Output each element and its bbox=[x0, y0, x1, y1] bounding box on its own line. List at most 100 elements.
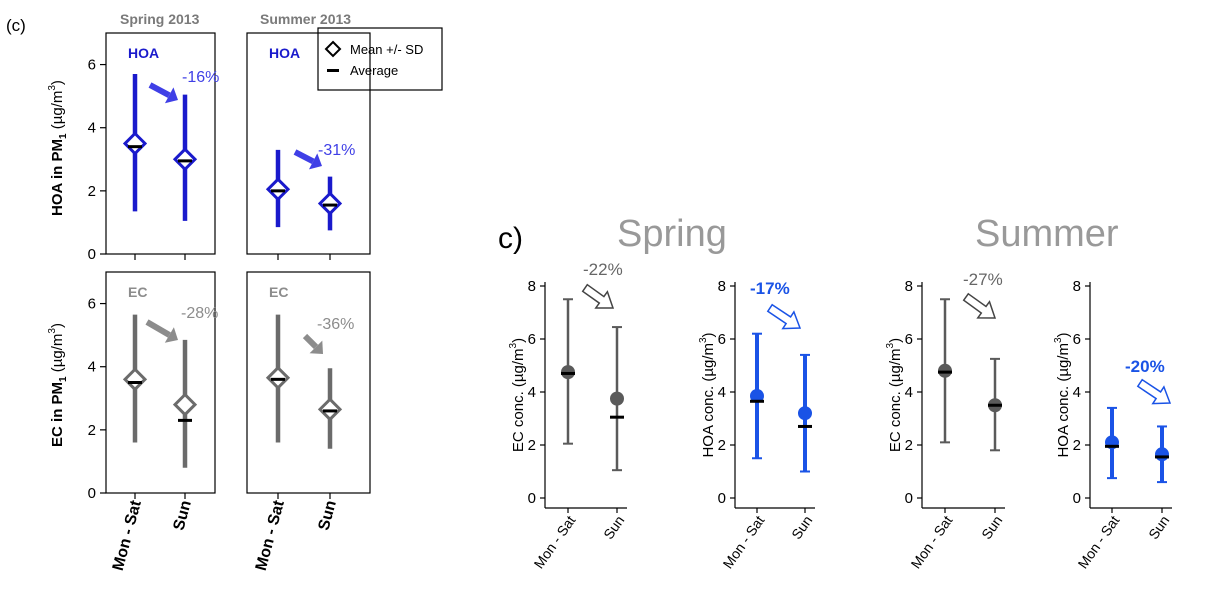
legend-diamond-icon bbox=[324, 40, 342, 58]
change-label: -28% bbox=[181, 305, 218, 322]
average-marker bbox=[323, 203, 337, 207]
x-category-label: Sun bbox=[1145, 513, 1172, 543]
y-tick-label: 8 bbox=[905, 278, 913, 295]
panel-label: EC bbox=[269, 284, 288, 300]
mean-marker bbox=[750, 388, 764, 403]
group-title-summer: Summer bbox=[975, 213, 1119, 255]
ylabel-ec: EC in PM1 (µg/m3) bbox=[47, 323, 69, 447]
right-panel-0: 0 2 4 6 8 Mon - Sat Sun -22% bbox=[528, 260, 628, 571]
y-tick-label: 2 bbox=[905, 437, 913, 454]
legend-average-icon bbox=[327, 69, 339, 72]
y-tick-label: 0 bbox=[905, 490, 913, 507]
x-category-label: Mon - Sat bbox=[531, 512, 579, 571]
ylabel-hoa-summer: HOA conc. (µg/m3) bbox=[1053, 332, 1072, 457]
change-label: -36% bbox=[317, 316, 354, 333]
average-marker bbox=[128, 145, 142, 149]
x-category-label: Sun bbox=[171, 499, 195, 533]
left-panel-0: 0 2 4 6 HOA -16% bbox=[88, 32, 219, 263]
mean-marker bbox=[122, 131, 148, 156]
y-tick-label: 4 bbox=[528, 384, 536, 401]
y-tick-label: 4 bbox=[905, 384, 913, 401]
ylabel-hoa-spring: HOA conc. (µg/m3) bbox=[698, 332, 717, 457]
x-category-label: Sun bbox=[316, 499, 340, 533]
legend-mean-label: Mean +/- SD bbox=[350, 42, 423, 57]
average-marker bbox=[178, 418, 192, 422]
right-panel-3: 0 2 4 6 8 Mon - Sat Sun -20% bbox=[1073, 278, 1173, 571]
panel-frame bbox=[246, 271, 371, 494]
y-tick-label: 0 bbox=[88, 246, 96, 263]
change-arrow-icon bbox=[581, 283, 615, 309]
col-title-summer: Summer 2013 bbox=[260, 11, 351, 27]
legend-average-label: Average bbox=[350, 63, 398, 78]
y-tick-label: 0 bbox=[88, 485, 96, 502]
y-tick-label: 6 bbox=[88, 296, 96, 313]
right-panel-1: 0 2 4 6 8 Mon - Sat Sun -17% bbox=[718, 278, 816, 571]
panel-frame bbox=[105, 271, 216, 494]
change-label: -20% bbox=[1125, 357, 1165, 376]
mean-marker bbox=[172, 147, 198, 172]
y-tick-label: 6 bbox=[88, 57, 96, 74]
y-tick-label: 0 bbox=[528, 490, 536, 507]
chart-marks: 0 2 4 6 HOA -16% HOA -31% 0 2 4 6 EC -28% EC -36% Mon - … bbox=[88, 32, 1173, 573]
y-tick-label: 6 bbox=[718, 331, 726, 348]
mean-marker bbox=[317, 397, 343, 422]
change-arrow bbox=[145, 319, 171, 338]
mean-marker bbox=[265, 365, 291, 390]
mean-marker bbox=[610, 391, 624, 406]
change-label: -22% bbox=[583, 260, 623, 279]
y-tick-label: 2 bbox=[718, 437, 726, 454]
y-tick-label: 4 bbox=[1073, 384, 1081, 401]
left-panel-1: HOA -31% bbox=[246, 32, 371, 260]
average-marker bbox=[271, 189, 285, 193]
right-panel-label: c) bbox=[498, 222, 523, 255]
y-tick-label: 6 bbox=[905, 331, 913, 348]
panel-label: HOA bbox=[269, 45, 300, 61]
panel-frame bbox=[105, 32, 216, 255]
y-tick-label: 8 bbox=[528, 278, 536, 295]
change-arrow bbox=[302, 333, 319, 350]
change-arrowhead bbox=[309, 340, 323, 354]
x-category-label: Mon - Sat bbox=[720, 512, 768, 571]
y-tick-label: 0 bbox=[718, 490, 726, 507]
y-tick-label: 4 bbox=[718, 384, 726, 401]
panel-frame bbox=[246, 32, 371, 255]
y-tick-label: 2 bbox=[1073, 437, 1081, 454]
average-marker bbox=[128, 381, 142, 384]
panel-label: EC bbox=[128, 284, 147, 300]
x-category-label: Mon - Sat bbox=[908, 512, 956, 571]
average-marker bbox=[798, 424, 812, 428]
mean-marker bbox=[122, 367, 148, 392]
average-marker bbox=[561, 371, 575, 375]
x-category-label: Mon - Sat bbox=[253, 498, 288, 573]
x-category-label: Mon - Sat bbox=[1075, 512, 1123, 571]
panel-label: HOA bbox=[128, 45, 159, 61]
change-arrow-icon bbox=[1136, 378, 1172, 405]
change-arrow bbox=[293, 149, 315, 165]
change-arrow-icon bbox=[962, 292, 997, 319]
y-tick-label: 2 bbox=[528, 437, 536, 454]
change-arrow-icon bbox=[766, 303, 802, 330]
change-label: -27% bbox=[963, 270, 1003, 289]
y-tick-label: 2 bbox=[88, 183, 96, 200]
col-title-spring: Spring 2013 bbox=[120, 11, 200, 27]
y-tick-label: 8 bbox=[1073, 278, 1081, 295]
change-label: -31% bbox=[318, 142, 355, 159]
y-tick-label: 6 bbox=[1073, 331, 1081, 348]
mean-marker bbox=[265, 177, 291, 202]
mean-marker bbox=[1155, 447, 1169, 462]
x-category-label: Sun bbox=[788, 513, 815, 543]
mean-marker bbox=[317, 191, 343, 216]
change-arrowhead bbox=[164, 327, 178, 343]
average-marker bbox=[1155, 455, 1169, 459]
y-tick-label: 4 bbox=[88, 359, 96, 376]
average-marker bbox=[750, 399, 764, 403]
average-marker bbox=[610, 415, 624, 419]
legend: Mean +/- SD Average bbox=[317, 27, 443, 91]
average-marker bbox=[1105, 444, 1119, 448]
average-marker bbox=[988, 403, 1002, 407]
x-category-label: Sun bbox=[978, 513, 1005, 543]
mean-marker bbox=[798, 406, 812, 421]
x-category-label: Mon - Sat bbox=[110, 498, 145, 573]
group-title-spring: Spring bbox=[617, 213, 727, 255]
